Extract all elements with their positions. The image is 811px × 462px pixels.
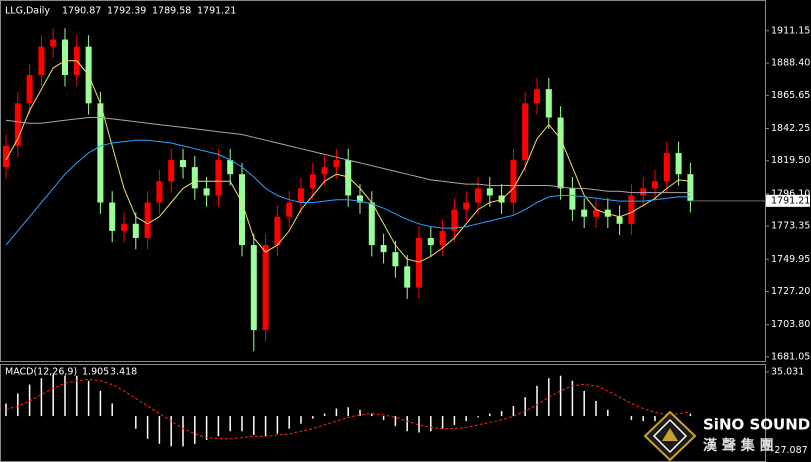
y-tick-label: 1865.65 bbox=[771, 90, 810, 101]
candle-body bbox=[640, 188, 647, 196]
candle-body bbox=[250, 245, 257, 331]
logo-name: SiNO SOUND bbox=[703, 416, 810, 434]
candle-body bbox=[404, 266, 411, 288]
candle-body bbox=[534, 89, 540, 104]
candle-body bbox=[156, 181, 163, 203]
candle-body bbox=[97, 103, 104, 203]
candle-body bbox=[357, 195, 363, 203]
y-tick-label: 1703.80 bbox=[771, 319, 810, 330]
candle-body bbox=[180, 160, 186, 168]
candle-body bbox=[38, 46, 45, 75]
candle-body bbox=[451, 209, 458, 231]
candle-body bbox=[522, 103, 529, 161]
candle-body bbox=[498, 195, 505, 203]
candle-body bbox=[427, 237, 434, 246]
candle-body bbox=[62, 39, 68, 75]
candle-body bbox=[262, 245, 269, 331]
candle-body bbox=[652, 181, 658, 189]
symbol-label: LLG,Daily bbox=[5, 6, 50, 17]
logo: SiNO SOUND 漢 聲 集 團 bbox=[643, 410, 810, 462]
candle-body bbox=[215, 160, 222, 196]
y-tick-label: 1773.35 bbox=[771, 221, 810, 232]
candle-body bbox=[545, 89, 552, 118]
candle-body bbox=[132, 223, 139, 238]
signal-value: 3.418 bbox=[110, 367, 137, 378]
header-high: 1792.39 bbox=[107, 6, 146, 17]
y-tick-label: 1749.95 bbox=[771, 254, 810, 265]
candle-body bbox=[309, 174, 316, 189]
candle-body bbox=[26, 74, 33, 104]
candle-body bbox=[439, 230, 446, 246]
candle-body bbox=[227, 160, 234, 175]
candle-body bbox=[298, 188, 304, 203]
candle-body bbox=[333, 160, 340, 168]
y-tick-label: 35.031 bbox=[771, 366, 804, 377]
candle-body bbox=[486, 188, 493, 196]
logo-inner bbox=[652, 418, 688, 454]
logo-subtitle: 漢 聲 集 團 bbox=[703, 437, 774, 454]
marks: 1911.15 1888.40 1865.65 1842.25 1819.50 1796.… bbox=[3, 25, 810, 456]
moving-average bbox=[5, 117, 691, 194]
candle-body bbox=[203, 188, 210, 196]
candle-body bbox=[144, 202, 151, 238]
macd-label: MACD(12,26,9) bbox=[5, 367, 77, 378]
candle-body bbox=[581, 209, 588, 217]
candle-body bbox=[616, 216, 623, 224]
main-panel-frame bbox=[0, 0, 766, 362]
candle-body bbox=[14, 103, 21, 146]
price-box bbox=[766, 194, 810, 207]
y-tick-label: -27.087 bbox=[771, 445, 808, 456]
candle-body bbox=[368, 202, 375, 246]
candle-body bbox=[604, 209, 611, 217]
candle-body bbox=[663, 152, 670, 182]
candle-body bbox=[3, 145, 9, 168]
candle-body bbox=[239, 174, 245, 246]
y-tick-label: 1911.15 bbox=[771, 25, 810, 36]
candle-body bbox=[380, 245, 387, 253]
candle-body bbox=[463, 202, 470, 210]
moving-average bbox=[5, 139, 691, 246]
y-tick-label: 1842.25 bbox=[771, 123, 810, 134]
header-close: 1791.21 bbox=[197, 6, 236, 17]
candle-body bbox=[475, 188, 481, 203]
header-open: 1790.87 bbox=[62, 6, 101, 17]
signal-line bbox=[5, 378, 691, 440]
candle-body bbox=[510, 160, 517, 203]
y-tick-label: 1681.05 bbox=[771, 351, 810, 362]
candle-body bbox=[345, 160, 352, 196]
y-tick-label: 1819.50 bbox=[771, 155, 810, 166]
candle-body bbox=[392, 252, 399, 267]
price-label: 1791.21 bbox=[771, 195, 810, 206]
y-tick-label: 1888.40 bbox=[771, 58, 810, 69]
candle-body bbox=[50, 39, 57, 47]
moving-average bbox=[5, 60, 691, 263]
candle-body bbox=[675, 152, 682, 175]
macd-value: 1.905 bbox=[82, 367, 109, 378]
candle-body bbox=[121, 223, 127, 231]
candle-body bbox=[274, 216, 281, 246]
candle-body bbox=[321, 167, 328, 175]
candle-body bbox=[687, 174, 694, 201]
candle-body bbox=[557, 117, 564, 189]
candle-body bbox=[168, 160, 175, 182]
candle-body bbox=[416, 237, 422, 288]
candle-body bbox=[191, 167, 198, 189]
candle-body bbox=[593, 209, 599, 217]
candle-body bbox=[286, 202, 293, 217]
candle-body bbox=[109, 202, 116, 231]
y-tick-label: 1727.20 bbox=[771, 286, 810, 297]
header-low: 1789.58 bbox=[152, 6, 191, 17]
candle-body bbox=[628, 195, 635, 224]
candle-body bbox=[569, 188, 576, 210]
logo-triangle bbox=[662, 428, 678, 441]
y-tick-label: 1796.10 bbox=[771, 188, 810, 199]
